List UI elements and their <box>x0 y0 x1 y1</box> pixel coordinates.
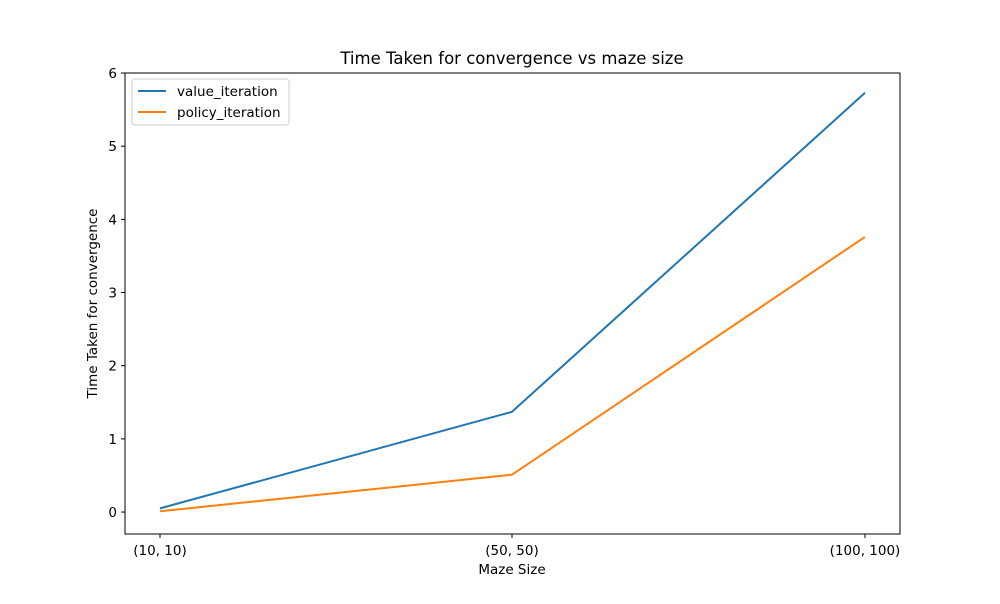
x-axis-ticks: (10, 10) (50, 50) (100, 100) <box>133 534 900 559</box>
y-tick-label: 3 <box>108 286 117 302</box>
y-tick-label: 6 <box>108 66 117 82</box>
y-axis-ticks: 0 1 2 3 4 5 6 <box>108 66 125 521</box>
x-tick-label: (10, 10) <box>133 543 186 559</box>
y-tick-label: 5 <box>108 139 117 155</box>
series-line-policy-iteration <box>159 236 866 513</box>
y-axis-label: Time Taken for convergence <box>85 209 101 400</box>
plot-marks <box>159 92 866 513</box>
y-tick-label: 0 <box>108 505 117 521</box>
chart-title: Time Taken for convergence vs maze size <box>339 49 683 68</box>
x-tick-label: (100, 100) <box>830 543 901 559</box>
y-tick-label: 2 <box>108 359 117 375</box>
legend-box <box>131 78 290 126</box>
y-tick-label: 1 <box>108 432 117 448</box>
x-axis-label: Maze Size <box>478 562 545 578</box>
legend: value_iteration policy_iteration <box>131 78 290 126</box>
series-line-value-iteration <box>159 92 866 510</box>
legend-label-value-iteration: value_iteration <box>177 84 278 100</box>
x-tick-label: (50, 50) <box>485 543 538 559</box>
y-tick-label: 4 <box>108 212 117 228</box>
legend-label-policy-iteration: policy_iteration <box>177 105 281 121</box>
